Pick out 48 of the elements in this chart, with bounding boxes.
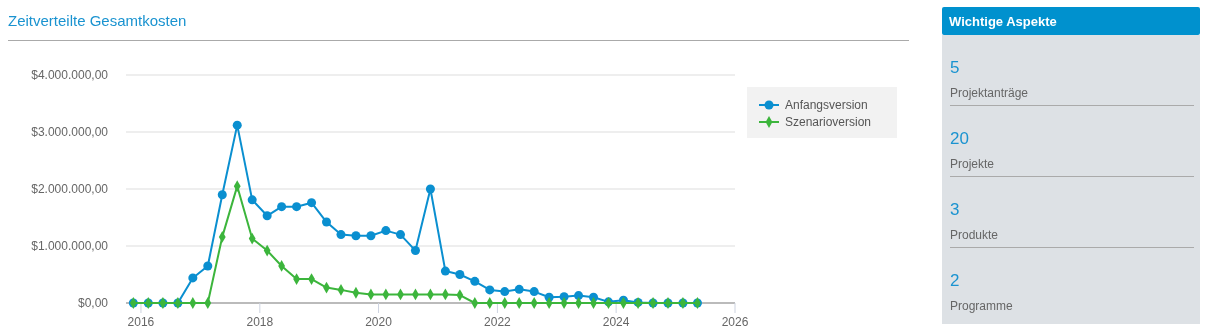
point <box>307 198 317 208</box>
point <box>366 231 376 241</box>
point <box>262 211 272 221</box>
point <box>455 269 465 280</box>
point <box>351 231 361 241</box>
point <box>203 261 213 271</box>
legend-label: Anfangsversion <box>785 98 868 112</box>
y-tick-label: $1.000.000,00 <box>31 239 109 253</box>
point <box>574 291 584 301</box>
y-tick-label: $4.000.000,00 <box>31 68 109 82</box>
point <box>500 287 510 297</box>
point <box>232 120 242 130</box>
category-label: Programme <box>950 299 1014 313</box>
legend-label: Szenarioversion <box>785 115 872 129</box>
data-label: 5 <box>950 58 960 77</box>
category-label: Produkte <box>950 228 999 242</box>
y-tick-label: $0,00 <box>77 296 109 310</box>
text: Wichtige Aspekte <box>949 14 1057 29</box>
point <box>425 184 435 194</box>
data-label: 20 <box>950 129 969 148</box>
y-tick-label: $2.000.000,00 <box>31 182 109 196</box>
x-tick-label: 2018 <box>246 315 274 329</box>
point <box>381 226 391 236</box>
point <box>395 230 406 240</box>
point <box>410 246 420 256</box>
point <box>292 202 302 212</box>
point <box>529 287 539 297</box>
point <box>440 266 450 276</box>
point <box>188 273 198 283</box>
point <box>485 285 495 295</box>
x-tick-label: 2024 <box>602 315 630 329</box>
data-label: 2 <box>950 271 960 290</box>
point <box>247 195 257 205</box>
chart-title: Zeitverteilte Gesamtkosten <box>8 12 187 29</box>
point <box>470 276 480 286</box>
point <box>514 284 524 294</box>
x-tick-label: 2020 <box>365 315 393 329</box>
x-tick-label: 2022 <box>484 315 512 329</box>
point <box>336 230 346 240</box>
x-tick-label: 2026 <box>721 315 749 329</box>
point <box>277 202 287 212</box>
y-tick-label: $3.000.000,00 <box>31 125 109 139</box>
point <box>321 217 332 227</box>
point <box>217 190 227 200</box>
data-label: 3 <box>950 200 960 219</box>
category-label: Projektanträge <box>950 86 1029 100</box>
x-tick-label: 2016 <box>127 315 155 329</box>
category-label: Projekte <box>950 157 995 171</box>
